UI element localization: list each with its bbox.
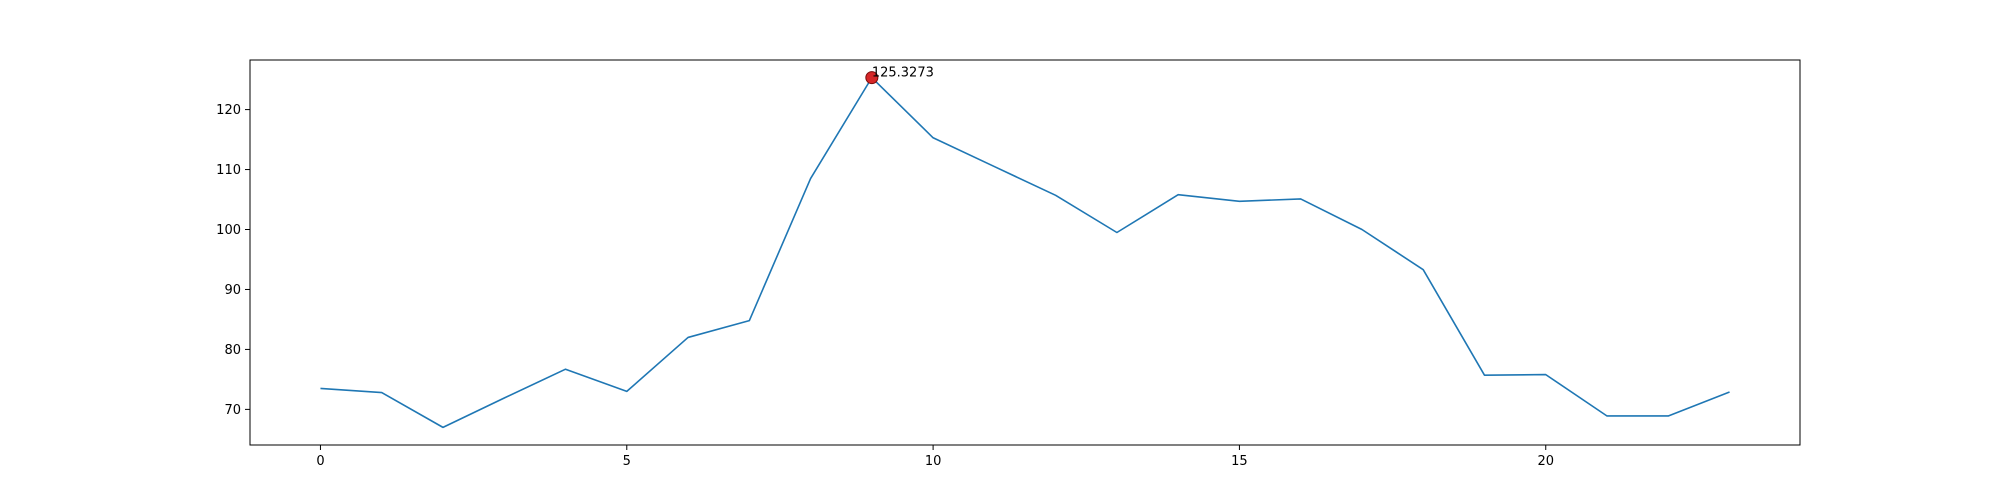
- x-tick-label: 15: [1231, 454, 1248, 469]
- x-tick-label: 20: [1537, 454, 1554, 469]
- max-point-label: 125.3273: [872, 66, 934, 81]
- y-tick-label: 90: [224, 283, 241, 298]
- x-tick-label: 5: [623, 454, 631, 469]
- y-tick-label: 110: [216, 163, 241, 178]
- x-tick-label: 0: [316, 454, 324, 469]
- max-point-marker: [865, 71, 879, 85]
- series-line: [320, 76, 1730, 429]
- x-tick-label: 10: [925, 454, 942, 469]
- y-tick-label: 120: [216, 103, 241, 118]
- y-tick-label: 100: [216, 223, 241, 238]
- axes-frame: [249, 59, 1801, 446]
- y-tick-label: 70: [224, 403, 241, 418]
- y-tick-label: 80: [224, 343, 241, 358]
